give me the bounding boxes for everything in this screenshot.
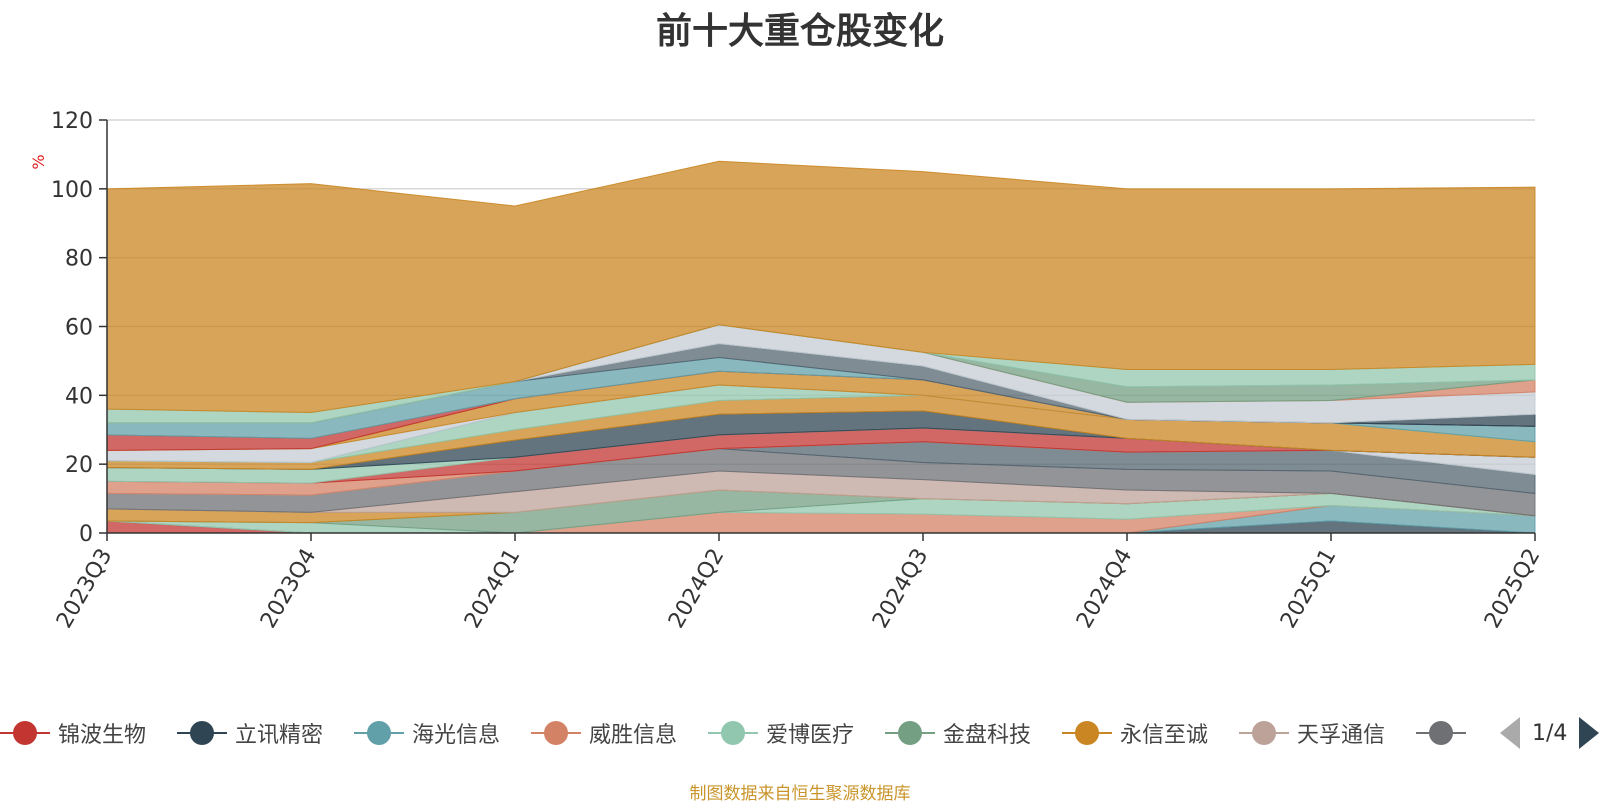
legend-marker-icon — [1239, 708, 1289, 758]
legend-marker-icon — [354, 708, 404, 758]
legend-marker-icon — [708, 708, 758, 758]
legend: 锦波生物 立讯精密 海光信息 威胜信息 爱博医疗 金盘科技 永信至诚 天孚通信 — [0, 708, 1510, 758]
y-tick-label: 40 — [65, 384, 93, 409]
stacked-area-chart: 0 20 40 60 80 100 120 2023Q3 2023Q4 2024Q1 2024Q2 2… — [29, 109, 1545, 633]
legend-page-indicator: 1/4 — [1532, 720, 1568, 746]
legend-item[interactable]: 立讯精密 — [177, 708, 323, 758]
legend-prev-page-icon[interactable] — [1500, 717, 1520, 749]
legend-marker-icon — [1416, 708, 1466, 758]
legend-item[interactable]: 永信至诚 — [1062, 708, 1208, 758]
y-tick-label: 120 — [51, 109, 93, 134]
legend-label: 海光信息 — [412, 723, 501, 748]
legend-label: 立讯精密 — [235, 723, 324, 748]
legend-marker-icon — [0, 708, 50, 758]
x-tick-label: 2024Q2 — [664, 545, 729, 633]
legend-label: 锦波生物 — [58, 723, 147, 748]
x-tick-label: 2025Q1 — [1276, 545, 1341, 633]
x-tick-label: 2024Q1 — [460, 545, 525, 633]
legend-item[interactable]: 爱博医疗 — [708, 708, 854, 758]
x-tick-label: 2023Q3 — [52, 545, 117, 633]
y-tick-label: 0 — [79, 522, 93, 547]
area-series-28 — [106, 160, 1536, 414]
y-tick-label: 60 — [65, 316, 93, 341]
data-source-note: 制图数据来自恒生聚源数据库 — [689, 784, 911, 804]
legend-label: 威胜信息 — [589, 723, 678, 748]
legend-item[interactable]: 金盘科技 — [885, 708, 1031, 758]
x-tick-label: 2024Q4 — [1072, 545, 1137, 633]
y-tick-label: 20 — [65, 453, 93, 478]
legend-marker-icon — [531, 708, 581, 758]
legend-item[interactable]: 天孚通信 — [1239, 708, 1385, 758]
legend-label: 永信至诚 — [1120, 723, 1209, 748]
x-tick-label: 2025Q2 — [1480, 545, 1545, 633]
legend-item[interactable]: 锦波生物 — [0, 708, 146, 758]
x-tick-label: 2024Q3 — [868, 545, 933, 633]
legend-item[interactable]: 威胜信息 — [531, 708, 677, 758]
legend-label: 天孚通信 — [1297, 723, 1386, 748]
legend-label: 金盘科技 — [943, 723, 1032, 748]
legend-marker-icon — [1062, 708, 1112, 758]
area-series — [106, 160, 1536, 534]
y-tick-label: 80 — [65, 247, 93, 272]
y-tick-label: 100 — [51, 178, 93, 203]
x-tick-label: 2023Q4 — [256, 545, 321, 633]
legend-marker-icon — [177, 708, 227, 758]
legend-item[interactable] — [1416, 708, 1474, 758]
legend-marker-icon — [885, 708, 935, 758]
legend-item[interactable]: 海光信息 — [354, 708, 500, 758]
chart-title: 前十大重仓股变化 — [655, 11, 944, 52]
y-axis-unit-label: % — [29, 154, 48, 169]
legend-next-page-icon[interactable] — [1579, 717, 1600, 749]
legend-label: 爱博医疗 — [766, 723, 855, 748]
legend-pager: 1/4 — [1500, 716, 1600, 750]
